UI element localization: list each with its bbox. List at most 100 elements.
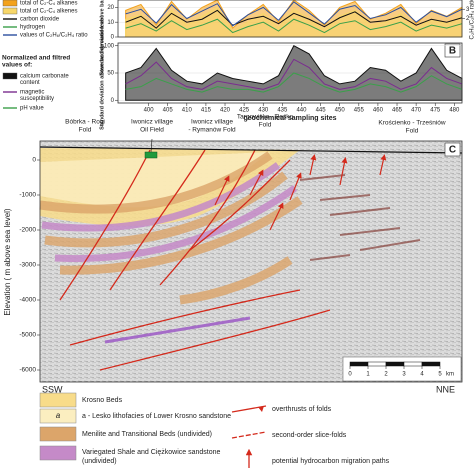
line bbox=[125, 18, 463, 34]
line bbox=[125, 72, 463, 93]
legend-label: hydrogen bbox=[20, 25, 45, 31]
direction-left: SSW bbox=[42, 384, 63, 394]
legend-label: carbon dioxide bbox=[20, 17, 60, 23]
fold-label: Iwonicz village bbox=[191, 119, 233, 126]
legend-label: overthrusts of folds bbox=[272, 406, 332, 413]
menilite-beds bbox=[39, 151, 303, 305]
line bbox=[125, 58, 463, 90]
legend-swatch bbox=[2, 7, 18, 15]
panel-letter-box bbox=[444, 43, 461, 58]
legend-title: values of: bbox=[2, 62, 32, 69]
legend-label: second-order slice-folds bbox=[272, 432, 347, 439]
direction-right: NNE bbox=[436, 384, 455, 394]
legend-label: pH value bbox=[20, 106, 44, 112]
x-tick-label: 440 bbox=[296, 108, 307, 114]
legend-label: content bbox=[20, 80, 40, 86]
variegated-lens bbox=[104, 316, 251, 344]
y-tick-label: 20 bbox=[107, 5, 114, 11]
x-tick-label: 455 bbox=[354, 108, 365, 114]
fold-label: Iwonicz village bbox=[131, 119, 173, 126]
legend-label: susceptibility bbox=[20, 96, 54, 102]
scale-segment bbox=[403, 361, 423, 367]
legend-swatch bbox=[39, 426, 77, 442]
x-tick-label: 415 bbox=[201, 108, 212, 114]
y2-axis-label: C₂H₆/C₂H₄ ratio bbox=[470, 0, 474, 39]
legend-swatch bbox=[39, 408, 77, 424]
legend-title: Normalized and filtred bbox=[2, 55, 70, 62]
x-tick-label: 430 bbox=[258, 108, 269, 114]
y-axis-label: Elevation ( m above sea level) bbox=[3, 208, 12, 316]
x-tick-label: 400 bbox=[144, 108, 155, 114]
section-frame bbox=[39, 140, 463, 383]
plot-frame bbox=[117, 0, 463, 38]
legend-label: Krosno Beds bbox=[82, 397, 123, 404]
scale-label: 5 bbox=[438, 372, 442, 378]
y-tick-label: -1000 bbox=[19, 192, 36, 199]
legend-swatch bbox=[39, 445, 77, 461]
fold-label: Fold bbox=[406, 128, 419, 135]
x-tick-label: 420 bbox=[220, 108, 231, 114]
x-tick-label: 410 bbox=[182, 108, 193, 114]
x-tick-label: 475 bbox=[430, 108, 441, 114]
legend-swatch bbox=[2, 0, 18, 7]
y-axis-label: Standard deviation above background leve… bbox=[99, 0, 105, 75]
y-tick-label: 0 bbox=[32, 157, 36, 164]
legend-label: magnetic bbox=[20, 90, 44, 96]
y2-tick-label: 3 bbox=[466, 7, 470, 13]
scale-segment bbox=[421, 361, 441, 367]
scale-label: 0 bbox=[348, 372, 352, 378]
panel-letter-box bbox=[444, 142, 461, 157]
legend-slice-fold bbox=[231, 431, 267, 439]
y-tick-label: 0 bbox=[111, 35, 115, 41]
x-axis-label: geochemical sampling sites bbox=[244, 115, 337, 122]
y-tick-label: 10 bbox=[107, 20, 114, 26]
legend-swatch bbox=[2, 72, 18, 80]
legend-label: calcium carbonate bbox=[20, 74, 69, 80]
x-tick-label: 405 bbox=[163, 108, 174, 114]
legend-swatch bbox=[39, 392, 77, 408]
y-tick-label: -2000 bbox=[19, 227, 36, 234]
plot-frame bbox=[117, 42, 463, 104]
migration-arrows bbox=[214, 154, 387, 231]
variegated-shale bbox=[41, 162, 298, 263]
y-axis-label: Standard deviation above background leve… bbox=[99, 16, 105, 130]
legend-overthrust-tooth bbox=[258, 406, 264, 412]
panel-letter: B bbox=[449, 46, 456, 57]
legend-symbols bbox=[39, 392, 267, 468]
scale-label: 1 bbox=[366, 372, 370, 378]
scale-label: 4 bbox=[420, 372, 424, 378]
line bbox=[125, 1, 463, 27]
y-tick-label: -5000 bbox=[19, 332, 36, 339]
legend-label: Variegated Shale and Ciężkowice sandston… bbox=[82, 449, 221, 456]
scale-label: 2 bbox=[384, 372, 388, 378]
fold-label: Targowiska - Besko bbox=[237, 114, 294, 121]
oil-field-pointer bbox=[150, 138, 153, 153]
legend-label: values of C₂H₆/C₂H₄ ratio bbox=[20, 33, 88, 39]
x-tick-label: 465 bbox=[392, 108, 403, 114]
fold-label: Fold bbox=[259, 122, 272, 129]
y-tick-label: -3000 bbox=[19, 262, 36, 269]
scale-segment bbox=[349, 361, 369, 367]
y-tick-label: 100 bbox=[104, 43, 115, 49]
y-tick-label: -6000 bbox=[19, 367, 36, 374]
legend-label: Menilite and Transitional Beds (undivide… bbox=[82, 431, 212, 438]
y-tick-label: -4000 bbox=[19, 297, 36, 304]
legend-label: potential hydrocarbon migration paths bbox=[272, 458, 390, 465]
faults bbox=[59, 149, 331, 371]
fold-label: - Rymanów Fold bbox=[188, 127, 236, 134]
fold-label: Fold bbox=[79, 127, 92, 134]
fold-label: Oil Field bbox=[140, 127, 164, 134]
y-tick-label: 0 bbox=[111, 98, 115, 104]
legend-label: (undivided) bbox=[82, 458, 117, 465]
scale-box bbox=[342, 356, 462, 382]
cross-section bbox=[39, 43, 463, 383]
x-tick-label: 425 bbox=[239, 108, 250, 114]
lesko-lithofacies bbox=[40, 152, 270, 208]
x-tick-label: 435 bbox=[277, 108, 288, 114]
y2-tick-label: 2 bbox=[466, 16, 470, 22]
oil-field bbox=[144, 151, 158, 159]
reflectors bbox=[299, 174, 421, 261]
scale-unit: km bbox=[446, 372, 454, 378]
line bbox=[125, 9, 463, 29]
